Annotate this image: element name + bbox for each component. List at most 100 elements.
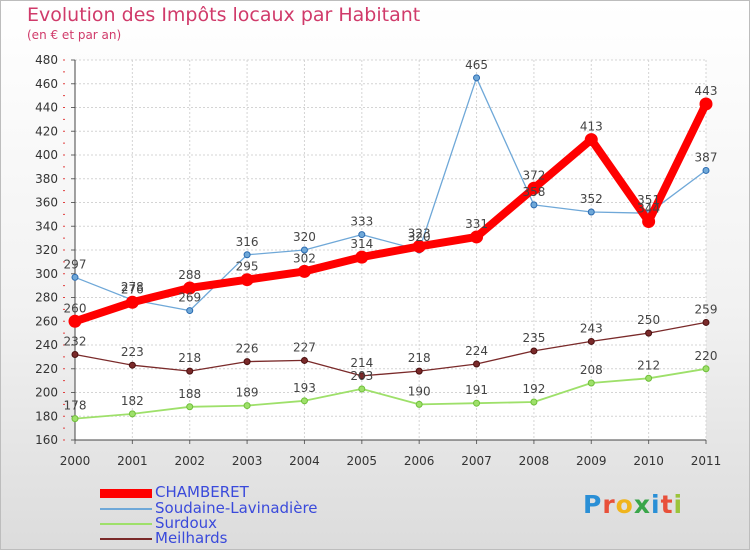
data-point (71, 351, 79, 358)
data-label: 443 (695, 84, 718, 98)
data-point (186, 367, 194, 375)
data-label: 212 (637, 358, 660, 372)
data-label: 226 (236, 342, 259, 356)
data-point (473, 74, 481, 82)
y-tick-label: 180 (35, 409, 58, 423)
legend-item: Meilhards (100, 529, 360, 547)
data-point (530, 347, 538, 355)
data-point (642, 215, 656, 228)
data-label: 352 (580, 192, 603, 206)
y-tick-label: 220 (35, 362, 58, 376)
data-point (702, 166, 710, 174)
data-label: 260 (64, 301, 87, 315)
data-point (243, 251, 251, 259)
data-point (358, 385, 366, 393)
x-tick-label: 2007 (461, 454, 492, 468)
data-point (470, 230, 484, 244)
legend-item: Surdoux (100, 514, 360, 532)
data-label: 372 (522, 168, 545, 182)
x-tick-label: 2008 (519, 454, 550, 468)
y-tick-label: 160 (35, 433, 58, 447)
chart-subtitle: (en € et par an) (27, 28, 122, 42)
data-label: 297 (64, 257, 87, 271)
data-label: 344 (637, 202, 660, 216)
y-tick-label: 200 (35, 386, 58, 400)
legend-item: Soudaine-Lavinadière (100, 499, 360, 517)
x-tick-label: 2006 (404, 454, 435, 468)
data-point (587, 208, 595, 216)
y-tick-label: 480 (35, 53, 58, 67)
data-point (527, 181, 541, 195)
y-tick-label: 300 (35, 267, 58, 281)
data-label: 235 (522, 331, 545, 345)
legend-swatch (100, 488, 152, 498)
data-point (125, 295, 139, 309)
data-label: 269 (178, 291, 201, 305)
data-label: 465 (465, 58, 488, 72)
data-point (473, 360, 481, 368)
data-point (587, 337, 595, 345)
legend-item: CHAMBERET (100, 483, 360, 501)
y-tick-label: 340 (35, 219, 58, 233)
data-point (71, 273, 79, 281)
data-label: 302 (293, 251, 316, 265)
data-point (71, 415, 79, 423)
data-label: 220 (695, 349, 718, 363)
data-label: 243 (580, 321, 603, 335)
data-label: 214 (350, 356, 373, 370)
data-point (473, 399, 481, 407)
logo-letter: o (615, 490, 634, 519)
data-point (297, 264, 311, 278)
data-point (355, 250, 369, 264)
data-label: 320 (293, 230, 316, 244)
y-tick-label: 440 (35, 101, 58, 115)
x-tick-label: 2001 (117, 454, 148, 468)
y-tick-label: 320 (35, 243, 58, 257)
data-label: 190 (408, 384, 431, 398)
data-point (415, 367, 423, 375)
data-point (128, 361, 136, 369)
data-label: 323 (408, 226, 431, 240)
data-label: 218 (178, 351, 201, 365)
logo-letter: P (583, 490, 603, 519)
data-label: 191 (465, 383, 488, 397)
data-label: 182 (121, 394, 144, 408)
series-line-2 (74, 367, 707, 420)
x-tick-label: 2010 (633, 454, 664, 468)
data-point (300, 246, 308, 254)
data-label: 208 (580, 363, 603, 377)
data-label: 276 (121, 282, 144, 296)
legend-swatch (100, 538, 152, 540)
data-point (186, 307, 194, 315)
data-label: 316 (236, 235, 259, 249)
x-tick-label: 2002 (174, 454, 205, 468)
data-point (240, 273, 254, 287)
data-point (412, 239, 426, 253)
data-point (68, 314, 82, 328)
data-label: 178 (64, 399, 87, 413)
data-label: 314 (350, 237, 373, 251)
legend-label: Meilhards (155, 529, 228, 547)
data-label: 223 (121, 345, 144, 359)
data-point (186, 403, 194, 411)
data-point (702, 365, 710, 373)
logo-letter: t (660, 490, 674, 519)
series-line-1 (74, 77, 707, 312)
data-label: 278 (121, 280, 144, 294)
chart-title: Evolution des Impôts locaux par Habitant (27, 4, 421, 26)
data-point (699, 97, 713, 111)
data-point (243, 402, 251, 410)
legend-label: Soudaine-Lavinadière (155, 499, 318, 517)
data-label: 218 (408, 351, 431, 365)
y-tick-label: 280 (35, 291, 58, 305)
data-point (702, 318, 710, 326)
data-label: 192 (522, 382, 545, 396)
logo-letter: r (602, 490, 616, 519)
logo-letter: i (651, 490, 661, 519)
x-tick-label: 2005 (347, 454, 378, 468)
data-label: 295 (236, 260, 259, 274)
data-point (243, 358, 251, 366)
y-tick-label: 420 (35, 124, 58, 138)
proxiti-logo: Proxiti (583, 490, 683, 519)
legend-label: CHAMBERET (155, 483, 249, 501)
